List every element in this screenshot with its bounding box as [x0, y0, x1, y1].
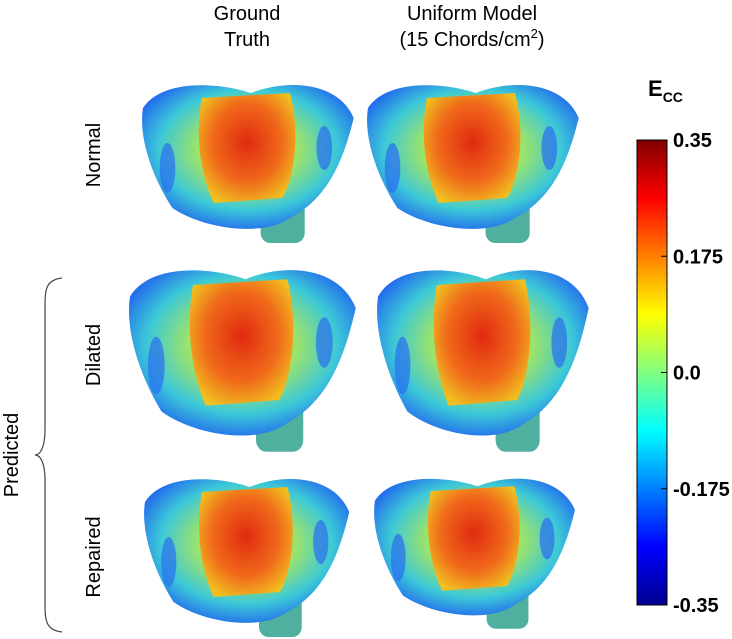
tick-label: 0.175	[673, 246, 723, 268]
row-label: Normal	[83, 123, 105, 187]
tick-label: 0.0	[673, 363, 701, 385]
symbol: E	[648, 76, 663, 101]
column-header: Ground	[214, 3, 281, 25]
tick-label: 0.35	[673, 130, 712, 152]
colorbar-title: ECC	[648, 76, 683, 105]
header-text: (15 Chords/cm	[399, 29, 530, 51]
tick-label: -0.175	[673, 479, 730, 501]
valve-images	[128, 85, 589, 637]
row-label: Dilated	[83, 324, 105, 386]
column-header: (15 Chords/cm2)	[399, 26, 544, 51]
colorbar-ticks: 0.35 0.175 0.0 -0.175 -0.35	[661, 130, 730, 617]
row-label: Repaired	[83, 516, 105, 597]
header-text: )	[538, 29, 545, 51]
group-label: Predicted	[1, 413, 23, 498]
column-header: Uniform Model	[407, 3, 537, 25]
subscript: CC	[663, 89, 683, 105]
tick-label: -0.35	[673, 595, 719, 617]
superscript: 2	[531, 26, 538, 41]
brace	[34, 277, 63, 633]
column-header: Truth	[224, 29, 270, 51]
